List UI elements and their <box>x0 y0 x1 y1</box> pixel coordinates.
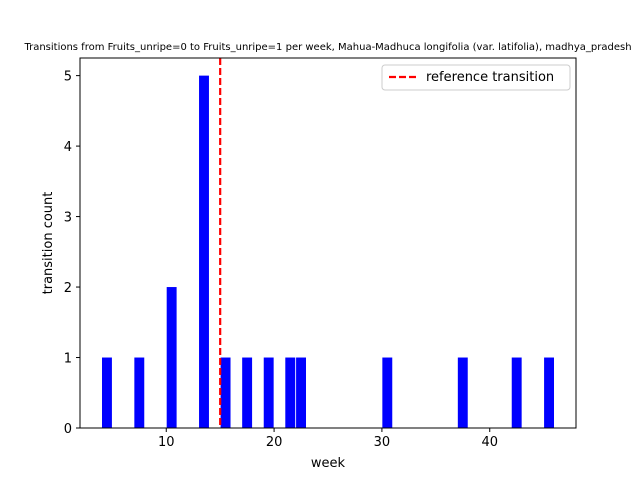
legend: reference transition <box>381 64 571 91</box>
bar-week-10 <box>166 287 177 428</box>
bars-group <box>101 75 555 428</box>
y-axis-label: transition count <box>41 192 56 295</box>
x-tick-label: 20 <box>266 435 283 450</box>
x-ticks: 10 20 30 40 <box>158 428 498 450</box>
y-tick-label: 3 <box>64 211 72 226</box>
bar-week-45 <box>544 357 555 428</box>
y-tick-label: 0 <box>64 422 72 437</box>
y-tick-label: 2 <box>64 281 72 296</box>
legend-label: reference transition <box>426 70 554 85</box>
bar-week-42 <box>511 357 522 428</box>
bar-week-30 <box>382 357 393 428</box>
legend-box <box>381 64 571 91</box>
bar-week-7 <box>134 357 145 428</box>
chart-title: Transitions from Fruits_unripe=0 to Frui… <box>23 42 631 53</box>
x-tick-label: 40 <box>481 435 498 450</box>
bar-week-22 <box>296 357 307 428</box>
y-tick-label: 1 <box>64 352 72 367</box>
bar-week-15 <box>220 357 231 428</box>
bar-week-17 <box>242 357 253 428</box>
bar-week-13 <box>199 75 209 428</box>
x-tick-label: 10 <box>158 435 175 450</box>
bar-week-37 <box>457 357 468 428</box>
bar-week-4 <box>101 357 112 428</box>
y-tick-label: 5 <box>64 70 72 85</box>
plot-frame <box>79 57 577 429</box>
x-axis-label: week <box>311 456 346 471</box>
x-tick-label: 30 <box>374 435 391 450</box>
y-ticks: 0 1 2 3 4 5 <box>64 70 80 437</box>
y-tick-label: 4 <box>64 140 72 155</box>
bar-week-21 <box>285 357 296 428</box>
bar-week-19 <box>263 357 274 428</box>
